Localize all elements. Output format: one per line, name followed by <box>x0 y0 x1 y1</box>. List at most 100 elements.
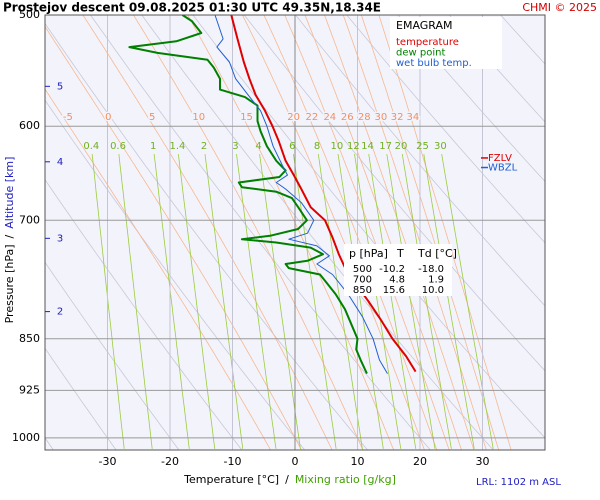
mixing-ratio-line <box>153 154 190 449</box>
dry-adiabat <box>295 15 545 307</box>
mixing-ratio-label: 2 <box>201 141 207 152</box>
pseudo-adiabat-label: 34 <box>407 112 420 123</box>
mixing-ratio-line <box>118 154 153 449</box>
table-cell: 4.8 <box>389 275 405 286</box>
mixing-ratio-label: 30 <box>434 141 447 152</box>
table-cell: 700 <box>353 275 372 286</box>
mixing-ratio-line <box>368 154 417 449</box>
x-tick-label: 10 <box>351 455 365 468</box>
dry-adiabat <box>552 15 600 450</box>
pseudo-adiabat <box>45 25 302 450</box>
profile-line <box>128 15 368 375</box>
chart-title: Prostejov descent 09.08.2025 01:30 UTC 4… <box>3 1 381 15</box>
level-label: WBZL <box>488 163 518 174</box>
credit: CHMI © 2025 <box>522 1 597 14</box>
altitude-tick-label: 2 <box>57 307 63 318</box>
table-cell: -18.0 <box>418 264 444 275</box>
table-cell: -10.2 <box>379 264 405 275</box>
dry-adiabat <box>45 99 306 450</box>
y-tick-label: 700 <box>19 213 40 226</box>
pseudo-adiabat-label: 5 <box>149 112 155 123</box>
y-label-2: Altitude [km] <box>3 157 16 229</box>
table-cell: 500 <box>353 264 372 275</box>
table-cell: 15.6 <box>383 285 405 296</box>
mixing-ratio-label: 17 <box>379 141 392 152</box>
pseudo-adiabat-label: 30 <box>375 112 388 123</box>
pseudo-adiabat-label: -5 <box>63 112 73 123</box>
altitude-tick-label: 3 <box>57 233 63 244</box>
mixing-ratio-label: 4 <box>255 141 261 152</box>
mixing-ratio-label: 6 <box>289 141 295 152</box>
table-cell: 1.9 <box>428 275 444 286</box>
pseudo-adiabat-label: 28 <box>358 112 371 123</box>
y-tick-label: 850 <box>19 332 40 345</box>
x-label-sep: / <box>285 473 289 486</box>
x-tick-label: -10 <box>224 455 242 468</box>
mixing-ratio-line <box>91 154 125 449</box>
legend-entry: temperature <box>396 37 459 48</box>
x-axis-title: Temperature [°C] / Mixing ratio [g/kg] <box>183 473 396 486</box>
mixing-ratio-line <box>317 154 363 449</box>
pseudo-adiabat <box>133 15 364 450</box>
grid <box>45 14 545 450</box>
pseudo-adiabat-label: 0 <box>105 112 111 123</box>
table-box <box>344 244 452 296</box>
pseudo-adiabat-label: 24 <box>323 112 336 123</box>
y-tick-label: 500 <box>19 8 40 21</box>
mixing-ratio-label: 1 <box>150 141 156 152</box>
x-tick-label: 0 <box>292 455 299 468</box>
mixing-ratio-line <box>441 154 494 449</box>
mixing-ratio-label: 0.6 <box>110 141 126 152</box>
y-tick-label: 925 <box>19 383 40 396</box>
level-label: FZLV <box>488 153 512 164</box>
diagram-label: EMAGRAM <box>396 19 453 32</box>
mixing-ratio-label: 1.4 <box>169 141 185 152</box>
mixing-ratio-line <box>236 154 277 449</box>
pseudo-adiabat-label: 22 <box>306 112 319 123</box>
mixing-ratio-line <box>204 154 244 449</box>
y-label-sep: / <box>3 234 16 238</box>
y-axis-title: Pressure [hPa] / Altitude [km] <box>3 157 16 324</box>
mixing-ratio-line <box>423 154 475 449</box>
pseudo-adiabat-label: 15 <box>240 112 253 123</box>
mixing-ratio-label: 8 <box>314 141 320 152</box>
x-label: Temperature [°C] <box>183 473 279 486</box>
pseudo-adiabat <box>82 15 333 450</box>
x-tick-label: -20 <box>161 455 179 468</box>
legend-box <box>390 17 502 69</box>
table-header: Td [°C] <box>417 247 457 260</box>
table-cell: 10.0 <box>422 285 444 296</box>
x-tick-label: 30 <box>476 455 490 468</box>
table-header: T <box>396 247 404 260</box>
pseudo-adiabat <box>378 15 512 450</box>
mixing-ratio-label: 3 <box>232 141 238 152</box>
mixing-ratio-line <box>401 154 452 449</box>
mixing-ratio-line <box>386 154 436 449</box>
mixing-ratio-label: 25 <box>416 141 429 152</box>
dry-adiabat <box>45 178 243 450</box>
table-cell: 850 <box>353 285 372 296</box>
pseudo-adiabat <box>45 88 271 450</box>
legend-entry: wet bulb temp. <box>396 58 472 69</box>
mixing-ratio-label: 12 <box>347 141 360 152</box>
mixing-ratio-label: 10 <box>331 141 344 152</box>
dry-adiabat <box>243 15 545 372</box>
pseudo-adiabat-label: 32 <box>391 112 404 123</box>
dry-adiabat <box>90 15 431 450</box>
dry-adiabat <box>448 15 545 123</box>
x-tick-label: -30 <box>99 455 117 468</box>
legend-entry: dew point <box>396 48 445 59</box>
x-tick-label: 20 <box>413 455 427 468</box>
dry-adiabat <box>141 15 494 450</box>
altitude-tick-label: 4 <box>57 157 63 168</box>
background-lines <box>45 15 600 450</box>
footer: LRL: 1102 m ASL <box>476 477 561 488</box>
altitude-tick-label: 5 <box>57 81 63 92</box>
dry-adiabat <box>346 15 545 244</box>
x-label-2: Mixing ratio [g/kg] <box>295 473 396 486</box>
dry-adiabat <box>45 347 117 450</box>
table-header: p [hPa] <box>349 247 388 260</box>
pseudo-adiabat-label: 20 <box>287 112 300 123</box>
pseudo-adiabat-label: 26 <box>341 112 354 123</box>
